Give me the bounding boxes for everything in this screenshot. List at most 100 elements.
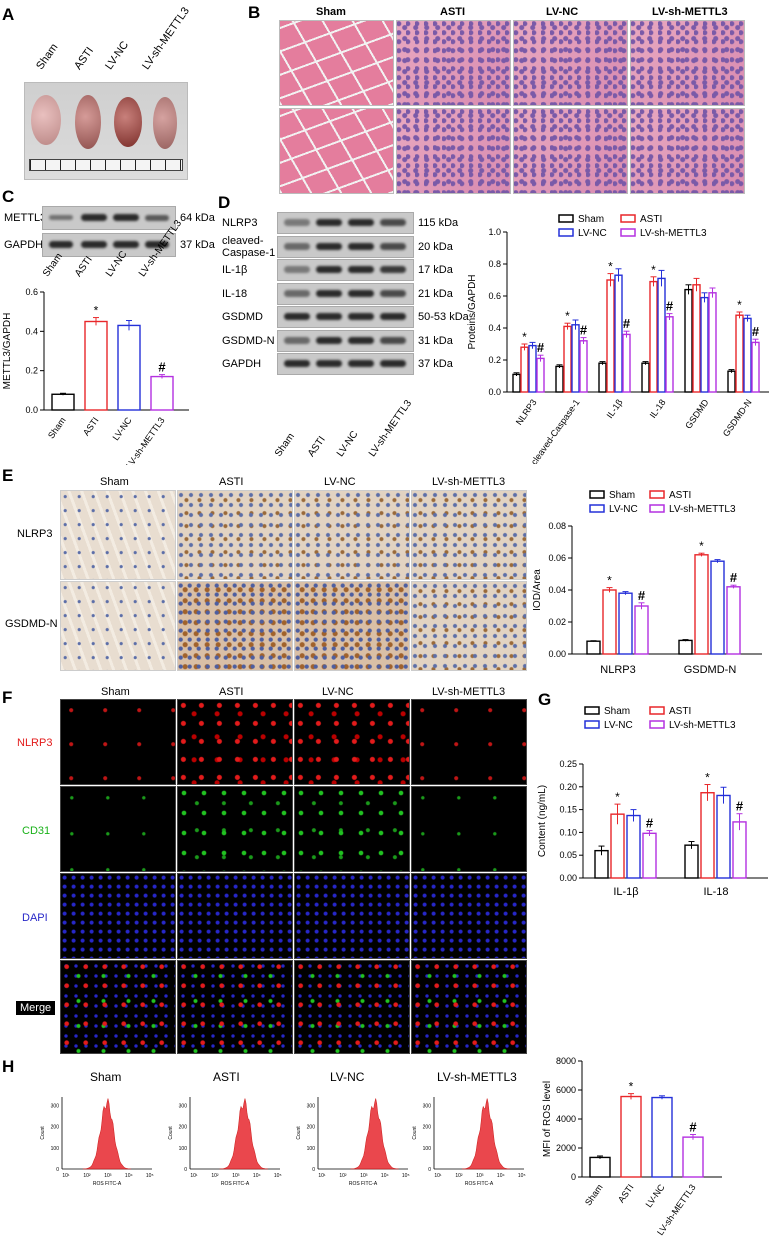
bar xyxy=(117,324,141,411)
significance-mark: # xyxy=(158,360,166,375)
y-tick-label: 0.0 xyxy=(488,387,501,397)
band xyxy=(380,360,406,367)
bar xyxy=(520,346,529,393)
significance-mark: * xyxy=(607,574,612,588)
panel-d-row-kda: 20 kDa xyxy=(418,240,453,253)
bar xyxy=(751,341,760,393)
y-tick-label: 0.00 xyxy=(559,873,577,883)
legend-label: LV-sh-METTL3 xyxy=(669,504,736,515)
significance-mark: # xyxy=(752,324,760,339)
x-tick-label: cleaved-Caspase-1 xyxy=(529,397,582,464)
bar xyxy=(642,832,657,879)
legend-label: LV-sh-METTL3 xyxy=(640,228,707,239)
panel-b-header-asti: ASTI xyxy=(440,6,466,18)
panel-d-row-label: IL-1β xyxy=(222,264,248,276)
histogram xyxy=(82,1098,132,1170)
panel-f-header-sham: Sham xyxy=(101,686,130,698)
flow-lvnc: 0 100 200 300 10¹ 10² 10³ 10⁴ 10⁵ Count ROS FITC-A xyxy=(296,1097,410,1187)
if-dapi-asti xyxy=(177,873,293,959)
x-axis-label: ROS FITC-A xyxy=(221,1181,250,1187)
x-tick-label: 10¹ xyxy=(62,1173,70,1179)
x-tick-label: 10⁵ xyxy=(518,1173,526,1179)
bar xyxy=(622,333,631,393)
bar xyxy=(626,814,641,879)
band xyxy=(348,242,374,250)
if-merge-sham xyxy=(60,960,176,1054)
bar xyxy=(682,1136,704,1178)
y-tick-label: 0.02 xyxy=(548,617,566,627)
bar xyxy=(536,357,545,393)
panel-d-row-label: GSDMD xyxy=(222,311,263,323)
band xyxy=(348,360,374,367)
x-tick-label: 10³ xyxy=(232,1173,240,1179)
x-tick-label: 10³ xyxy=(104,1173,112,1179)
x-tick-label: 10⁴ xyxy=(497,1173,505,1179)
significance-mark: * xyxy=(94,304,99,318)
x-tick-label: ASTI xyxy=(81,415,101,437)
x-axis-label: ROS FITC-A xyxy=(349,1181,378,1187)
panel-c-kda-gapdh: 37 kDa xyxy=(180,239,215,251)
x-tick-label: 10¹ xyxy=(318,1173,326,1179)
ihc-gsdmdn-lvsh xyxy=(411,581,527,671)
tissue-asti xyxy=(75,95,101,149)
x-tick-label: IL-18 xyxy=(703,886,728,898)
x-tick-label: IL-1β xyxy=(605,397,625,420)
he-lvsh-high xyxy=(630,108,745,194)
panel-d-blot-label-lvsh: LV-sh-METTL3 xyxy=(366,398,415,459)
y-tick-label: 0.08 xyxy=(548,521,566,531)
y-tick-label: 300 xyxy=(423,1103,432,1109)
y-tick-label: 0.25 xyxy=(559,759,577,769)
band xyxy=(316,289,342,297)
bar xyxy=(726,586,741,655)
panel-d-blot-label-sham: Sham xyxy=(272,431,297,459)
y-tick-label: 0 xyxy=(56,1167,59,1173)
blot-d-row xyxy=(277,259,414,281)
bar xyxy=(150,375,174,411)
bar xyxy=(606,279,615,393)
panel-e-row-nlrp3: NLRP3 xyxy=(17,528,53,540)
y-tick-label: 0.20 xyxy=(559,782,577,792)
band xyxy=(284,313,310,320)
band xyxy=(348,336,374,344)
x-tick-label: LV-NC xyxy=(644,1182,667,1209)
panel-label-c: C xyxy=(2,187,15,206)
panel-a-label-lvsh: LV-sh-METTL3 xyxy=(140,5,192,72)
if-merge-lvsh xyxy=(411,960,527,1054)
bar xyxy=(657,277,666,393)
panel-label-b: B xyxy=(248,3,261,22)
he-lvnc-high xyxy=(513,108,628,194)
significance-mark: * xyxy=(629,1080,634,1094)
if-dapi-lvsh xyxy=(411,873,527,959)
y-axis-label: Count xyxy=(412,1126,418,1140)
x-tick-label: 10³ xyxy=(360,1173,368,1179)
significance-mark: * xyxy=(737,298,742,312)
bar xyxy=(586,640,601,655)
if-cd31-lvsh xyxy=(411,786,527,872)
blot-c-gapdh xyxy=(42,233,176,257)
y-tick-label: 0.6 xyxy=(25,287,38,297)
y-axis-label: Content (ng/mL) xyxy=(537,785,548,857)
blot-c-mettl3 xyxy=(42,206,176,230)
y-tick-label: 100 xyxy=(179,1146,188,1152)
if-cd31-lvnc xyxy=(294,786,410,872)
x-axis-label: ROS FITC-A xyxy=(465,1181,494,1187)
bar xyxy=(694,554,709,655)
panel-f-row-cd31: CD31 xyxy=(22,825,51,837)
y-tick-label: 0.6 xyxy=(488,291,501,301)
legend-label: LV-NC xyxy=(609,504,638,515)
bar xyxy=(579,340,588,393)
band xyxy=(380,242,406,250)
legend-label: LV-NC xyxy=(578,228,607,239)
y-axis-label: METTL3/GAPDH xyxy=(2,313,13,390)
band xyxy=(380,219,406,226)
x-tick-label: ASTI xyxy=(616,1182,636,1204)
panel-d-row-kda: 21 kDa xyxy=(418,287,453,300)
panel-h-header-lvsh: LV-sh-METTL3 xyxy=(437,1070,517,1084)
bar xyxy=(700,296,709,393)
bar xyxy=(684,844,699,879)
bar xyxy=(602,589,617,655)
band xyxy=(284,266,310,273)
y-axis-label: IOD/Area xyxy=(532,569,543,611)
panel-d-row-label: IL-18 xyxy=(222,287,248,300)
ihc-nlrp3-sham xyxy=(60,490,176,580)
